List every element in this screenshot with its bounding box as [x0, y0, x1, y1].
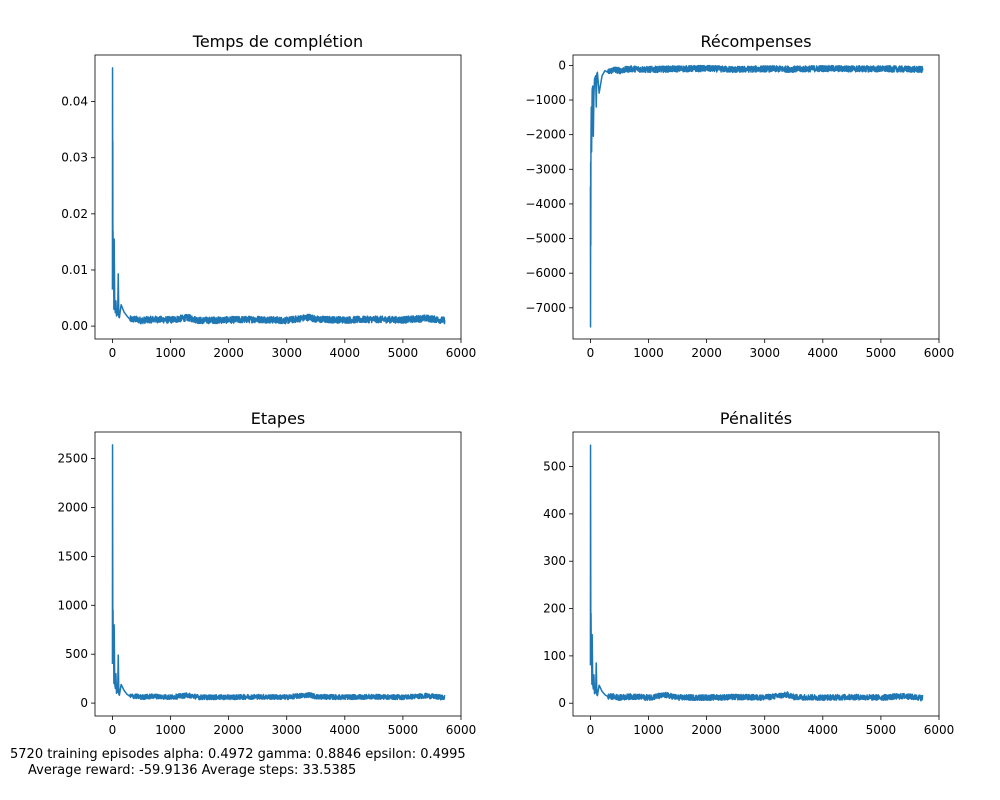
- y-tick-label: −3000: [525, 162, 566, 176]
- x-tick-label: 4000: [808, 346, 839, 360]
- x-tick-label: 6000: [924, 723, 955, 737]
- x-tick-label: 6000: [446, 346, 477, 360]
- y-tick-label: 500: [65, 647, 88, 661]
- y-tick-label: −4000: [525, 197, 566, 211]
- y-tick-label: 0.00: [61, 319, 88, 333]
- x-tick-label: 5000: [866, 346, 897, 360]
- y-tick-label: 0: [558, 696, 566, 710]
- y-tick-label: −2000: [525, 128, 566, 142]
- x-tick-label: 5000: [866, 723, 897, 737]
- x-tick-label: 6000: [446, 723, 477, 737]
- x-tick-label: 2000: [691, 346, 722, 360]
- series-line-etapes: [111, 444, 446, 701]
- y-tick-label: 400: [543, 507, 566, 521]
- x-tick-label: 6000: [924, 346, 955, 360]
- x-tick-label: 3000: [271, 723, 302, 737]
- x-tick-label: 4000: [808, 723, 839, 737]
- y-tick-label: 100: [543, 649, 566, 663]
- series-line-temps: [111, 67, 446, 325]
- series-line-recompenses: [589, 64, 924, 328]
- subplot-recompenses: 0 1000 2000 3000 4000 5000 6000 0 −1000 −2000 −300…: [525, 32, 954, 360]
- axes-frame-temps: [94, 54, 462, 340]
- axes-frame-recompenses: [572, 54, 940, 340]
- subplot-penalites: 0 1000 2000 3000 4000 5000 6000 0 100 200 300 400 50…: [543, 409, 954, 737]
- x-tick-label: 3000: [271, 346, 302, 360]
- axes-frame-etapes: [94, 431, 462, 717]
- y-tick-label: 0: [80, 696, 88, 710]
- subplot-title-recompenses: Récompenses: [700, 32, 811, 51]
- x-tick-label: 3000: [749, 346, 780, 360]
- x-tick-label: 1000: [633, 346, 664, 360]
- subplot-title-etapes: Etapes: [251, 409, 306, 428]
- y-tick-label: 0.01: [61, 263, 88, 277]
- y-tick-label: 0.03: [61, 151, 88, 165]
- x-tick-label: 2000: [213, 723, 244, 737]
- subplot-etapes: 0 1000 2000 3000 4000 5000 6000 0 500 1000 1500 200…: [57, 409, 476, 737]
- x-tick-label: 1000: [155, 346, 186, 360]
- y-tick-label: 200: [543, 602, 566, 616]
- series-line-penalites: [589, 444, 924, 702]
- y-tick-label: 300: [543, 554, 566, 568]
- x-tick-label: 0: [109, 346, 117, 360]
- y-tick-label: 1500: [57, 549, 88, 563]
- x-tick-label: 0: [587, 723, 595, 737]
- y-tick-label: 0.02: [61, 207, 88, 221]
- y-tick-label: 2000: [57, 500, 88, 514]
- subplot-title-penalites: Pénalités: [720, 409, 792, 428]
- x-tick-label: 5000: [388, 346, 419, 360]
- y-tick-label: 0.04: [61, 95, 88, 109]
- x-tick-label: 1000: [633, 723, 664, 737]
- x-tick-label: 0: [587, 346, 595, 360]
- axes-frame-penalites: [572, 431, 940, 717]
- y-tick-label: −1000: [525, 93, 566, 107]
- y-tick-label: −6000: [525, 266, 566, 280]
- x-tick-label: 1000: [155, 723, 186, 737]
- x-tick-label: 5000: [388, 723, 419, 737]
- x-tick-label: 4000: [330, 723, 361, 737]
- y-tick-label: 0: [558, 58, 566, 72]
- y-tick-label: −5000: [525, 232, 566, 246]
- subplot-temps: 0 1000 2000 3000 4000 5000 6000 0.00 0.01 0.02 0.0…: [61, 32, 476, 360]
- y-tick-label: 500: [543, 460, 566, 474]
- y-tick-label: 2500: [57, 452, 88, 466]
- y-tick-label: −7000: [525, 301, 566, 315]
- x-tick-label: 4000: [330, 346, 361, 360]
- x-tick-label: 2000: [691, 723, 722, 737]
- caption-line-2: Average reward: -59.9136 Average steps: …: [28, 763, 357, 778]
- subplot-title-temps: Temps de complétion: [192, 32, 363, 51]
- caption-line-1: 5720 training episodes alpha: 0.4972 gam…: [10, 747, 466, 762]
- x-tick-label: 2000: [213, 346, 244, 360]
- x-tick-label: 3000: [749, 723, 780, 737]
- x-tick-label: 0: [109, 723, 117, 737]
- y-tick-label: 1000: [57, 598, 88, 612]
